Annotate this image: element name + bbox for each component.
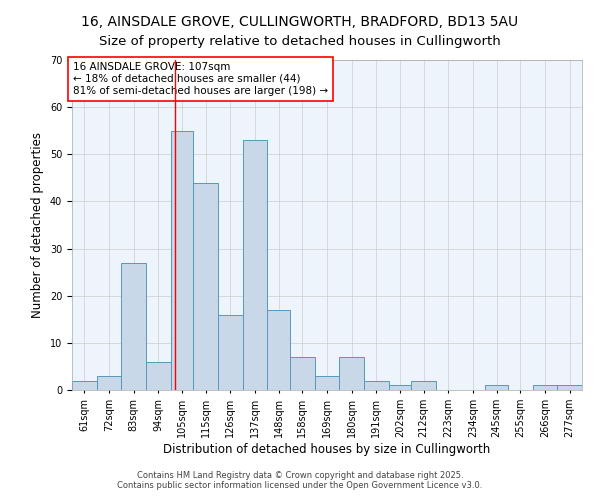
Text: Size of property relative to detached houses in Cullingworth: Size of property relative to detached ho… [99,35,501,48]
Y-axis label: Number of detached properties: Number of detached properties [31,132,44,318]
Bar [243,140,268,390]
Bar [218,314,243,390]
Bar [146,362,171,390]
Text: 16, AINSDALE GROVE, CULLINGWORTH, BRADFORD, BD13 5AU: 16, AINSDALE GROVE, CULLINGWORTH, BRADFO… [82,15,518,29]
Text: Contains HM Land Registry data © Crown copyright and database right 2025.
Contai: Contains HM Land Registry data © Crown c… [118,470,482,490]
Bar [533,386,557,390]
Bar [314,376,340,390]
Bar [72,380,97,390]
Bar [389,386,411,390]
Bar [411,380,436,390]
Bar [121,262,146,390]
Bar [268,310,290,390]
Bar [97,376,121,390]
Bar [557,386,582,390]
Bar [193,182,218,390]
Text: 16 AINSDALE GROVE: 107sqm
← 18% of detached houses are smaller (44)
81% of semi-: 16 AINSDALE GROVE: 107sqm ← 18% of detac… [73,62,328,96]
Bar [290,357,314,390]
Bar [340,357,364,390]
Bar [171,130,193,390]
X-axis label: Distribution of detached houses by size in Cullingworth: Distribution of detached houses by size … [163,442,491,456]
Bar [485,386,508,390]
Bar [364,380,389,390]
